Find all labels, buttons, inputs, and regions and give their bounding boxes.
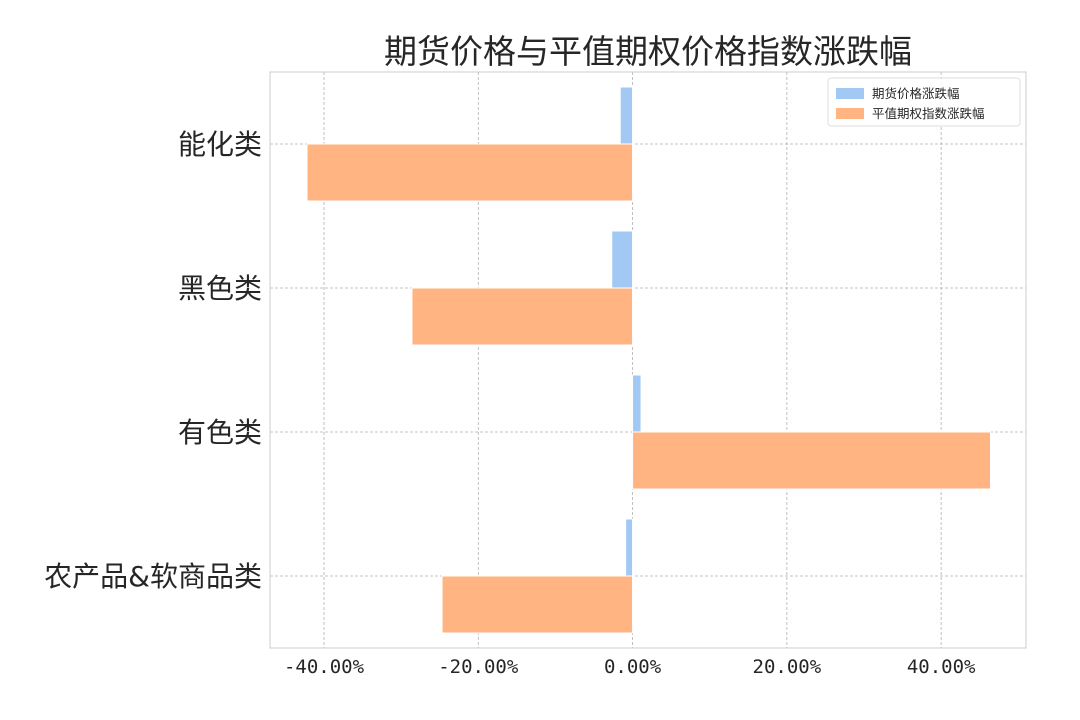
- bar-futures: [625, 518, 634, 577]
- category-label: 能化类: [178, 128, 262, 161]
- legend-label: 期货价格涨跌幅: [872, 86, 960, 101]
- x-tick-label: -20.00%: [438, 656, 519, 678]
- bar-futures: [619, 86, 634, 145]
- bar-option-index: [306, 143, 634, 202]
- bars: [306, 86, 992, 634]
- x-tick-label: -40.00%: [284, 656, 365, 678]
- legend-swatch: [836, 108, 864, 119]
- plot-frame: [269, 71, 1027, 649]
- bar-futures: [611, 230, 634, 289]
- legend-label: 平值期权指数涨跌幅: [872, 106, 985, 121]
- category-label: 黑色类: [178, 272, 262, 305]
- x-tick-label: 40.00%: [907, 656, 976, 678]
- chart-title: 期货价格与平值期权价格指数涨跌幅: [384, 32, 912, 71]
- category-label: 农产品&软商品类: [44, 560, 262, 593]
- category-label: 有色类: [178, 416, 262, 449]
- bar-option-index: [632, 431, 992, 490]
- bar-option-index: [441, 575, 634, 634]
- legend-box: [827, 77, 1021, 127]
- legend-swatch: [836, 88, 864, 99]
- x-tick-label: 20.00%: [753, 656, 822, 678]
- x-tick-label: 0.00%: [604, 656, 662, 678]
- bar-futures: [632, 374, 642, 433]
- x-tick-labels: -40.00% -20.00% 0.00% 20.00% 40.00%: [284, 656, 976, 678]
- bar-option-index: [411, 287, 634, 346]
